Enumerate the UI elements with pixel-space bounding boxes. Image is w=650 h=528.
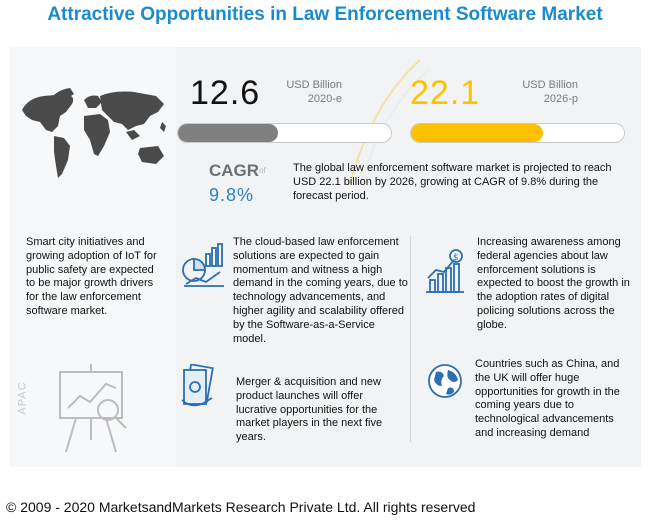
metric-year-label: 2020-e — [307, 93, 342, 105]
growth-chart-icon: $ — [426, 249, 464, 293]
metric-value-2020: 12.6 — [190, 74, 261, 112]
progress-bar-2026 — [410, 123, 625, 143]
svg-text:$: $ — [453, 253, 459, 263]
highlight-text: Countries such as China, and the UK will… — [475, 358, 620, 439]
market-summary: The global law enforcement software mark… — [293, 162, 612, 202]
highlight-text: Increasing awareness among federal agenc… — [477, 236, 630, 331]
highlight-text: The cloud-based law enforcement solution… — [233, 236, 408, 345]
metric-year-label: 2026-p — [543, 93, 578, 105]
progress-fill-2020 — [178, 124, 279, 142]
analytics-icon — [182, 243, 224, 287]
region-label: APAC — [16, 381, 29, 415]
progress-fill-2026 — [411, 124, 544, 142]
world-map-icon — [22, 88, 166, 178]
highlight-text: Merger & acquisition and new product lau… — [236, 376, 383, 444]
metric-value-2026: 22.1 — [410, 74, 481, 112]
cagr-value: 9.8% — [209, 185, 255, 205]
progress-bar-2020 — [177, 123, 392, 143]
globe-icon — [428, 364, 462, 398]
cagr-label: CAGR — [209, 161, 260, 180]
copyright-footer: © 2009 - 2020 MarketsandMarkets Research… — [6, 499, 476, 515]
money-icon — [181, 364, 214, 407]
page-title: Attractive Opportunities in Law Enforcem… — [47, 4, 603, 25]
metric-unit-2020: USD Billion 2020-e — [262, 78, 342, 106]
presentation-board-icon — [59, 364, 127, 453]
left-column-text: Smart city initiatives and growing adopt… — [26, 236, 157, 317]
column-divider — [410, 236, 411, 442]
metric-unit-2026: USD Billion 2026-p — [498, 78, 578, 106]
metric-unit-label: USD Billion — [286, 79, 342, 91]
metric-unit-label: USD Billion — [522, 79, 578, 91]
cagr-of-label: of — [259, 166, 266, 175]
